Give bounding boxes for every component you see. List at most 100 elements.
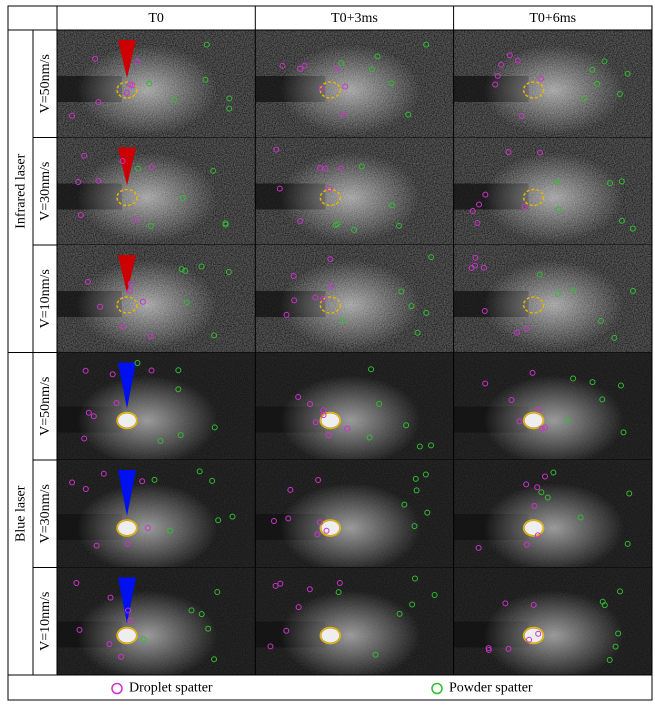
pool-outline <box>319 188 342 207</box>
row-label: V=50nm/s <box>38 54 53 113</box>
droplet-marker <box>100 470 107 477</box>
pool-outline <box>116 188 138 207</box>
pool-outline <box>116 81 138 99</box>
powder-marker <box>226 105 233 112</box>
plume-glow <box>77 152 217 243</box>
plume-glow <box>483 260 624 350</box>
powder-marker <box>151 476 158 483</box>
image-cell <box>57 352 256 466</box>
droplet-marker <box>109 371 116 378</box>
powder-marker <box>372 651 379 658</box>
powder-marker <box>554 178 561 185</box>
droplet-marker <box>69 479 76 486</box>
powder-marker <box>409 601 416 608</box>
powder-marker <box>629 225 636 232</box>
droplet-marker <box>267 643 274 650</box>
droplet-marker <box>306 586 313 593</box>
droplet-marker <box>273 146 280 153</box>
melt-pool <box>524 521 543 535</box>
droplet-marker <box>320 295 327 302</box>
powder-marker <box>229 513 236 520</box>
plume-glow <box>280 152 421 243</box>
powder-marker <box>554 290 561 297</box>
image-cell <box>453 352 652 466</box>
legend-label: Powder spatter <box>449 681 533 696</box>
droplet-marker <box>69 112 76 119</box>
powder-marker <box>215 517 222 524</box>
image-cell <box>57 30 256 138</box>
droplet-marker <box>325 432 332 439</box>
droplet-marker <box>81 152 88 159</box>
powder-marker <box>581 95 588 102</box>
powder-marker <box>428 254 435 261</box>
powder-marker <box>198 263 205 270</box>
powder-marker <box>225 268 232 275</box>
powder-marker <box>423 41 430 48</box>
powder-marker <box>222 221 229 228</box>
laser-arrow <box>118 362 136 409</box>
powder-marker <box>368 66 375 73</box>
droplet-marker <box>481 307 488 314</box>
droplet-marker <box>148 367 155 374</box>
column-header: T0+6ms <box>529 11 576 26</box>
powder-marker <box>388 80 395 87</box>
droplet-marker <box>534 484 541 491</box>
powder-marker <box>606 656 613 663</box>
droplet-marker <box>139 478 146 485</box>
droplet-marker <box>287 486 294 493</box>
powder-marker <box>538 489 545 496</box>
droplet-marker <box>118 653 125 660</box>
row-label: V=50nm/s <box>38 377 53 436</box>
powder-marker <box>626 490 633 497</box>
droplet-marker <box>505 645 512 652</box>
droplet-marker <box>342 83 349 90</box>
powder-marker <box>134 360 141 367</box>
plume-glow <box>280 483 421 573</box>
droplet-marker <box>92 55 99 62</box>
droplet-marker <box>514 57 521 64</box>
powder-marker <box>210 167 217 174</box>
pool-outline <box>319 519 342 537</box>
droplet-marker <box>97 303 104 310</box>
image-cell <box>255 567 454 681</box>
droplet-marker <box>127 617 134 624</box>
plume-glow <box>483 590 624 681</box>
droplet-marker <box>534 532 541 539</box>
droplet-marker <box>538 75 545 82</box>
droplet-marker <box>93 542 100 549</box>
image-cell <box>255 245 454 353</box>
droplet-marker <box>312 419 319 426</box>
powder-marker <box>615 630 622 637</box>
powder-marker <box>412 475 419 482</box>
powder-marker <box>188 607 195 614</box>
powder-marker <box>157 438 164 445</box>
droplet-marker <box>75 179 82 186</box>
laser-arrow <box>118 470 136 516</box>
powder-marker <box>401 501 408 508</box>
droplet-marker <box>482 380 489 387</box>
droplet-marker <box>337 165 344 172</box>
droplet-marker <box>95 99 102 106</box>
powder-marker <box>339 317 346 324</box>
plume-glow <box>77 260 217 350</box>
legend-marker <box>111 682 123 695</box>
legend-marker <box>431 682 443 695</box>
droplet-marker <box>323 527 330 534</box>
pool-outline <box>522 519 545 537</box>
droplet-marker <box>276 185 283 192</box>
pool-outline <box>522 296 545 314</box>
droplet-marker <box>77 212 84 219</box>
droplet-marker <box>95 177 102 184</box>
droplet-marker <box>119 323 126 330</box>
droplet-marker <box>285 515 292 522</box>
droplet-marker <box>475 544 482 551</box>
droplet-marker <box>147 333 154 340</box>
plume-glow <box>280 375 421 466</box>
melt-pool <box>118 413 136 428</box>
powder-marker <box>620 429 627 436</box>
plume-glow <box>483 375 624 466</box>
powder-marker <box>570 375 577 382</box>
droplet-marker <box>144 524 151 531</box>
powder-marker <box>179 194 186 201</box>
droplet-marker <box>469 208 476 215</box>
